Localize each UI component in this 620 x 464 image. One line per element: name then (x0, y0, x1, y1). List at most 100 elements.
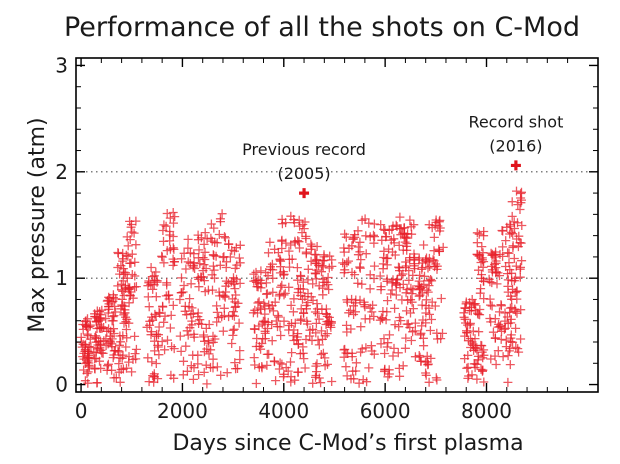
record-label: Previous record (242, 140, 366, 159)
shot-point (323, 359, 332, 369)
shot-point (393, 274, 402, 284)
shot-point (83, 346, 93, 356)
shot-point (121, 317, 131, 327)
shot-point (276, 282, 286, 292)
shot-point (359, 297, 369, 307)
shot-point (463, 336, 473, 346)
shot-point (355, 262, 365, 272)
shot-point (312, 242, 322, 251)
shot-point (286, 240, 296, 250)
shot-point (317, 326, 326, 336)
shot-point (208, 354, 218, 364)
shot-point (512, 294, 522, 304)
shot-point (169, 218, 178, 228)
shot-point (78, 339, 88, 349)
shot-point (464, 371, 474, 381)
shot-point (122, 273, 132, 283)
record-year: (2005) (277, 164, 330, 183)
shot-point (314, 314, 324, 324)
shot-point (256, 266, 266, 276)
shot-point (148, 315, 158, 325)
shot-point (161, 221, 171, 231)
shot-point (467, 337, 477, 347)
shot-point (369, 349, 379, 359)
shot-point (356, 255, 366, 265)
shot-point (234, 318, 244, 328)
shot-point (317, 261, 327, 271)
shot-point (322, 329, 332, 339)
shot-point (322, 311, 332, 321)
shot-point (217, 209, 227, 219)
shot-point (129, 228, 139, 238)
shot-point (498, 226, 508, 236)
shot-point (143, 292, 153, 302)
shot-point (158, 302, 168, 312)
shot-point (353, 242, 363, 252)
shot-point (189, 332, 199, 342)
shot-point (427, 276, 437, 286)
shot-point (496, 301, 506, 311)
x-axis-label: Days since C-Mod’s first plasma (172, 431, 523, 456)
shot-point (218, 326, 228, 336)
shot-point (379, 224, 389, 234)
shot-point (427, 315, 436, 324)
shot-point (189, 249, 199, 259)
shot-point (195, 259, 205, 269)
shot-point (292, 263, 302, 273)
shot-point (199, 260, 209, 270)
shot-point (511, 323, 521, 333)
shot-point (164, 294, 174, 304)
shot-point (389, 234, 399, 244)
record-year: (2016) (489, 136, 542, 155)
shot-point (407, 229, 417, 239)
shot-point (395, 212, 405, 222)
shot-point (361, 343, 371, 353)
shot-point (265, 304, 275, 314)
shot-point (201, 360, 211, 370)
shot-point (189, 363, 199, 373)
shot-point (357, 215, 367, 225)
shot-point (361, 249, 371, 259)
shot-point (194, 274, 204, 284)
shot-point (260, 309, 270, 319)
shot-point (193, 359, 203, 369)
shot-point (460, 331, 470, 341)
shot-point (130, 257, 140, 267)
shot-point (169, 344, 179, 354)
shot-point (220, 233, 230, 243)
shot-point (194, 319, 204, 328)
shot-point (308, 279, 318, 289)
shot-point (434, 244, 444, 254)
shot-point (473, 351, 483, 361)
shot-point (208, 331, 218, 341)
shot-point (143, 353, 153, 363)
shot-point (170, 212, 180, 222)
shot-point (435, 226, 445, 236)
shot-point (355, 237, 365, 247)
shot-point (370, 232, 379, 242)
shot-point (513, 344, 523, 354)
shot-point (210, 273, 219, 283)
shot-point (268, 273, 278, 283)
shot-point (111, 373, 121, 383)
shot-point (490, 351, 500, 361)
shot-point (162, 278, 172, 288)
shot-point (252, 282, 262, 292)
shot-point (159, 317, 169, 327)
shot-point (222, 368, 232, 378)
shot-point (478, 365, 488, 375)
shot-point (383, 338, 393, 348)
shot-point (212, 238, 222, 248)
shot-point (150, 309, 160, 319)
shot-point (183, 330, 193, 340)
shot-point (318, 334, 327, 344)
shot-point (222, 257, 231, 267)
shot-point (265, 237, 275, 247)
shot-point (206, 362, 215, 372)
shot-point (348, 366, 358, 376)
shot-point (400, 343, 410, 353)
shot-point (203, 336, 213, 346)
shot-point (424, 220, 434, 230)
shot-point (131, 344, 141, 354)
shot-point (401, 333, 411, 343)
